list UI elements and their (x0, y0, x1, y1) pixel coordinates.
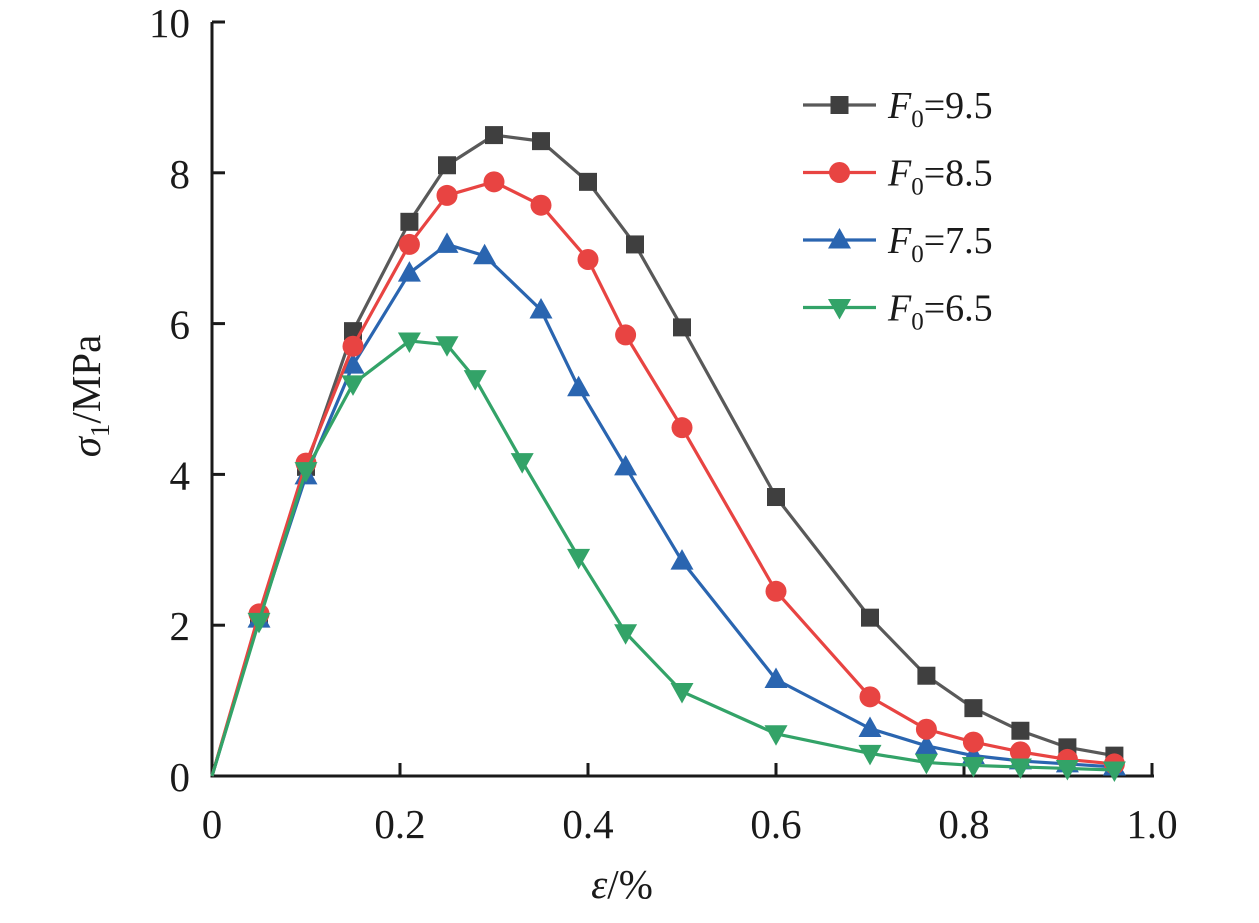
data-point-marker (510, 453, 534, 474)
data-point-marker (473, 243, 497, 265)
data-point-marker (961, 756, 985, 778)
legend-entry-f0-6.5 (803, 299, 876, 320)
y-tick-label: 8 (170, 151, 191, 197)
data-point-marker (1011, 721, 1030, 740)
data-point-marker (670, 549, 694, 570)
series-line (210, 180, 1115, 777)
legend-marker (828, 228, 851, 249)
data-point-marker (530, 194, 552, 216)
data-point-marker (567, 548, 591, 570)
data-point-marker (294, 462, 318, 483)
data-point-marker (532, 132, 550, 151)
data-point-marker (485, 126, 503, 145)
data-point-marker (436, 184, 458, 206)
data-point-marker (626, 235, 644, 254)
y-tick-label: 10 (149, 0, 190, 46)
data-point-marker (1102, 761, 1126, 782)
data-point-marker (615, 324, 637, 346)
x-tick-label: 0.6 (750, 801, 801, 847)
data-point-marker (858, 716, 882, 737)
legend-marker (829, 162, 850, 183)
data-point-marker (917, 666, 936, 685)
data-point-marker (341, 375, 365, 396)
y-tick-label: 2 (170, 603, 191, 649)
data-point-marker (859, 686, 881, 708)
data-point-marker (577, 249, 599, 271)
data-point-marker (914, 733, 938, 755)
data-point-marker (435, 232, 459, 253)
data-point-marker (670, 683, 694, 704)
data-point-marker (438, 156, 456, 175)
x-tick-label: 0.2 (374, 801, 425, 847)
data-point-marker (1009, 741, 1031, 763)
data-point-marker (397, 261, 421, 282)
data-point-marker (483, 171, 505, 193)
x-tick-label: 0 (202, 801, 223, 847)
legend-entry-f0-9.5 (803, 96, 876, 114)
x-axis-title: ε/% (591, 861, 653, 907)
data-point-marker (247, 612, 271, 634)
data-point-marker (964, 699, 983, 718)
data-point-marker (341, 353, 365, 374)
y-tick-label: 4 (170, 452, 191, 498)
data-point-marker (529, 298, 553, 319)
data-point-marker (764, 725, 788, 746)
data-point-marker (397, 332, 421, 353)
data-point-marker (858, 744, 882, 766)
data-point-marker (764, 667, 788, 688)
data-point-marker (435, 336, 459, 357)
data-point-marker (671, 417, 693, 439)
y-axis-title: σ1/MPa (63, 335, 115, 458)
data-point-marker (1055, 759, 1079, 781)
legend-label: F0=8.5 (887, 153, 993, 201)
legend-label: F0=6.5 (887, 288, 993, 336)
series-f0-8.5 (210, 171, 1125, 777)
data-point-marker (767, 488, 785, 507)
legend-entry-f0-7.5 (803, 228, 876, 249)
data-point-marker (342, 335, 364, 357)
y-tick-label: 0 (170, 754, 191, 800)
y-tick-label: 6 (170, 302, 191, 348)
data-point-marker (914, 753, 938, 775)
series-line (210, 242, 1115, 777)
legend-label: F0=7.5 (887, 220, 993, 268)
data-point-marker (614, 454, 638, 476)
x-tick-label: 1.0 (1126, 801, 1177, 847)
data-point-marker (614, 624, 638, 645)
x-tick-label: 0.4 (562, 801, 613, 847)
series-line (210, 339, 1115, 777)
series-f0-6.5 (210, 332, 1126, 782)
data-point-marker (915, 718, 937, 740)
legend-entry-f0-8.5 (803, 162, 876, 183)
legend-marker (830, 96, 849, 114)
data-point-marker (398, 233, 420, 255)
legend-marker (828, 299, 851, 320)
data-point-marker (400, 212, 419, 231)
data-point-marker (673, 318, 691, 337)
x-tick-label: 0.8 (938, 801, 989, 847)
data-point-marker (567, 375, 591, 397)
data-point-marker (579, 172, 597, 191)
data-point-marker (861, 608, 879, 627)
data-point-marker (962, 731, 984, 753)
legend-label: F0=9.5 (887, 85, 993, 133)
data-point-marker (1008, 758, 1032, 779)
data-point-marker (463, 370, 487, 391)
data-point-marker (765, 580, 787, 602)
